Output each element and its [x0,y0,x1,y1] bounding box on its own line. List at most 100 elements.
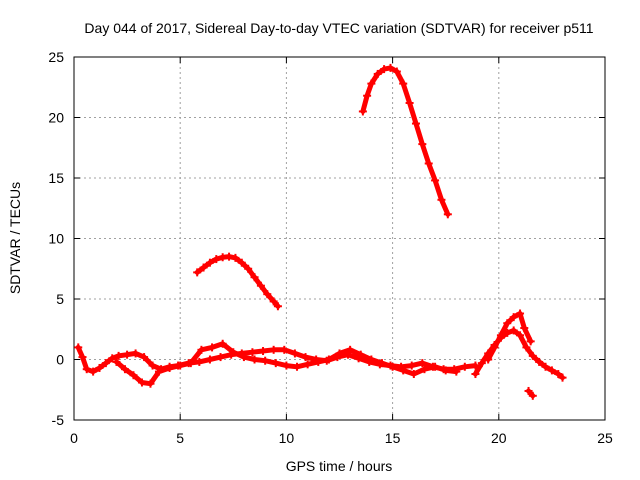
data-point [496,331,505,340]
data-point [554,370,563,379]
data-point [129,371,138,380]
data-point [528,391,537,400]
series-spikes [484,309,535,364]
data-point [229,348,238,357]
data-point [271,359,280,368]
data-point [399,79,408,88]
data-point [137,378,146,387]
data-point [399,366,408,375]
data-point [205,355,214,364]
data-point [509,326,518,335]
data-point [388,362,397,371]
data-point [195,357,204,366]
ticks-layer: 0 5 10 15 20 25 -5 0 5 10 15 20 25 [48,49,613,446]
data-point [237,258,246,267]
data-point [301,353,310,362]
data-point [280,345,289,354]
data-point [356,350,365,359]
data-point [165,363,174,372]
data-point [418,359,427,368]
data-point [367,355,376,364]
data-point [256,281,265,290]
data-point [524,386,533,395]
x-tick-label: 25 [597,430,613,446]
data-point [78,353,87,362]
series-band [114,341,459,387]
data-point [89,367,98,376]
data-point [392,67,401,76]
data-point [216,353,225,362]
data-point [95,363,104,372]
data-point [386,63,395,72]
y-tick-label: -5 [52,412,65,428]
data-point [528,351,537,360]
data-point [522,343,531,352]
data-point [443,210,452,219]
data-layer [74,63,567,400]
y-tick-label: 20 [48,110,64,126]
x-tick-label: 10 [279,430,295,446]
data-point [154,367,163,376]
data-point [290,349,299,358]
data-point [112,357,121,366]
data-point [261,356,270,365]
data-point [120,365,129,374]
data-point [471,370,480,379]
data-point [108,354,117,363]
y-tick-label: 15 [48,170,64,186]
data-point [324,355,333,364]
y-tick-label: 25 [48,49,64,65]
series-arc-mid [193,252,282,311]
grid-layer [74,57,605,420]
y-tick-label: 0 [56,352,64,368]
data-point [250,273,259,282]
data-point [314,357,323,366]
data-point [420,365,429,374]
x-tick-label: 5 [176,430,184,446]
data-point [558,373,567,382]
data-point [509,313,518,322]
data-point [335,349,344,358]
data-point [269,297,278,306]
data-point [547,366,556,375]
data-point [273,302,282,311]
data-point [452,367,461,376]
data-point [74,343,83,352]
data-point [541,362,550,371]
data-point [437,195,446,204]
data-point [431,176,440,185]
data-point [526,337,535,346]
data-point [409,370,418,379]
data-point [380,65,389,74]
data-point [418,140,427,149]
data-point [250,355,259,364]
data-point [193,268,202,277]
chart-title: Day 044 of 2017, Sidereal Day-to-day VTE… [84,20,593,36]
data-point [218,339,227,348]
data-point [148,361,157,370]
data-point [239,353,248,362]
data-point [535,357,544,366]
data-point [516,331,525,340]
series-arc-high [358,63,452,219]
x-axis-label: GPS time / hours [286,458,393,474]
data-point [407,361,416,370]
data-point [263,290,272,299]
data-point [131,349,140,358]
data-point [101,359,110,368]
data-point [484,355,493,364]
series-isolated [524,386,537,400]
data-point [373,69,382,78]
data-point [186,359,195,368]
series-low-band-2 [112,339,461,388]
x-tick-label: 0 [70,430,78,446]
data-point [303,360,312,369]
data-point [363,91,372,100]
x-tick-label: 15 [385,430,401,446]
y-axis-label: SDTVAR / TECUs [7,182,23,294]
data-point [197,345,206,354]
data-point [259,347,268,356]
data-point [520,324,529,333]
data-point [377,359,386,368]
